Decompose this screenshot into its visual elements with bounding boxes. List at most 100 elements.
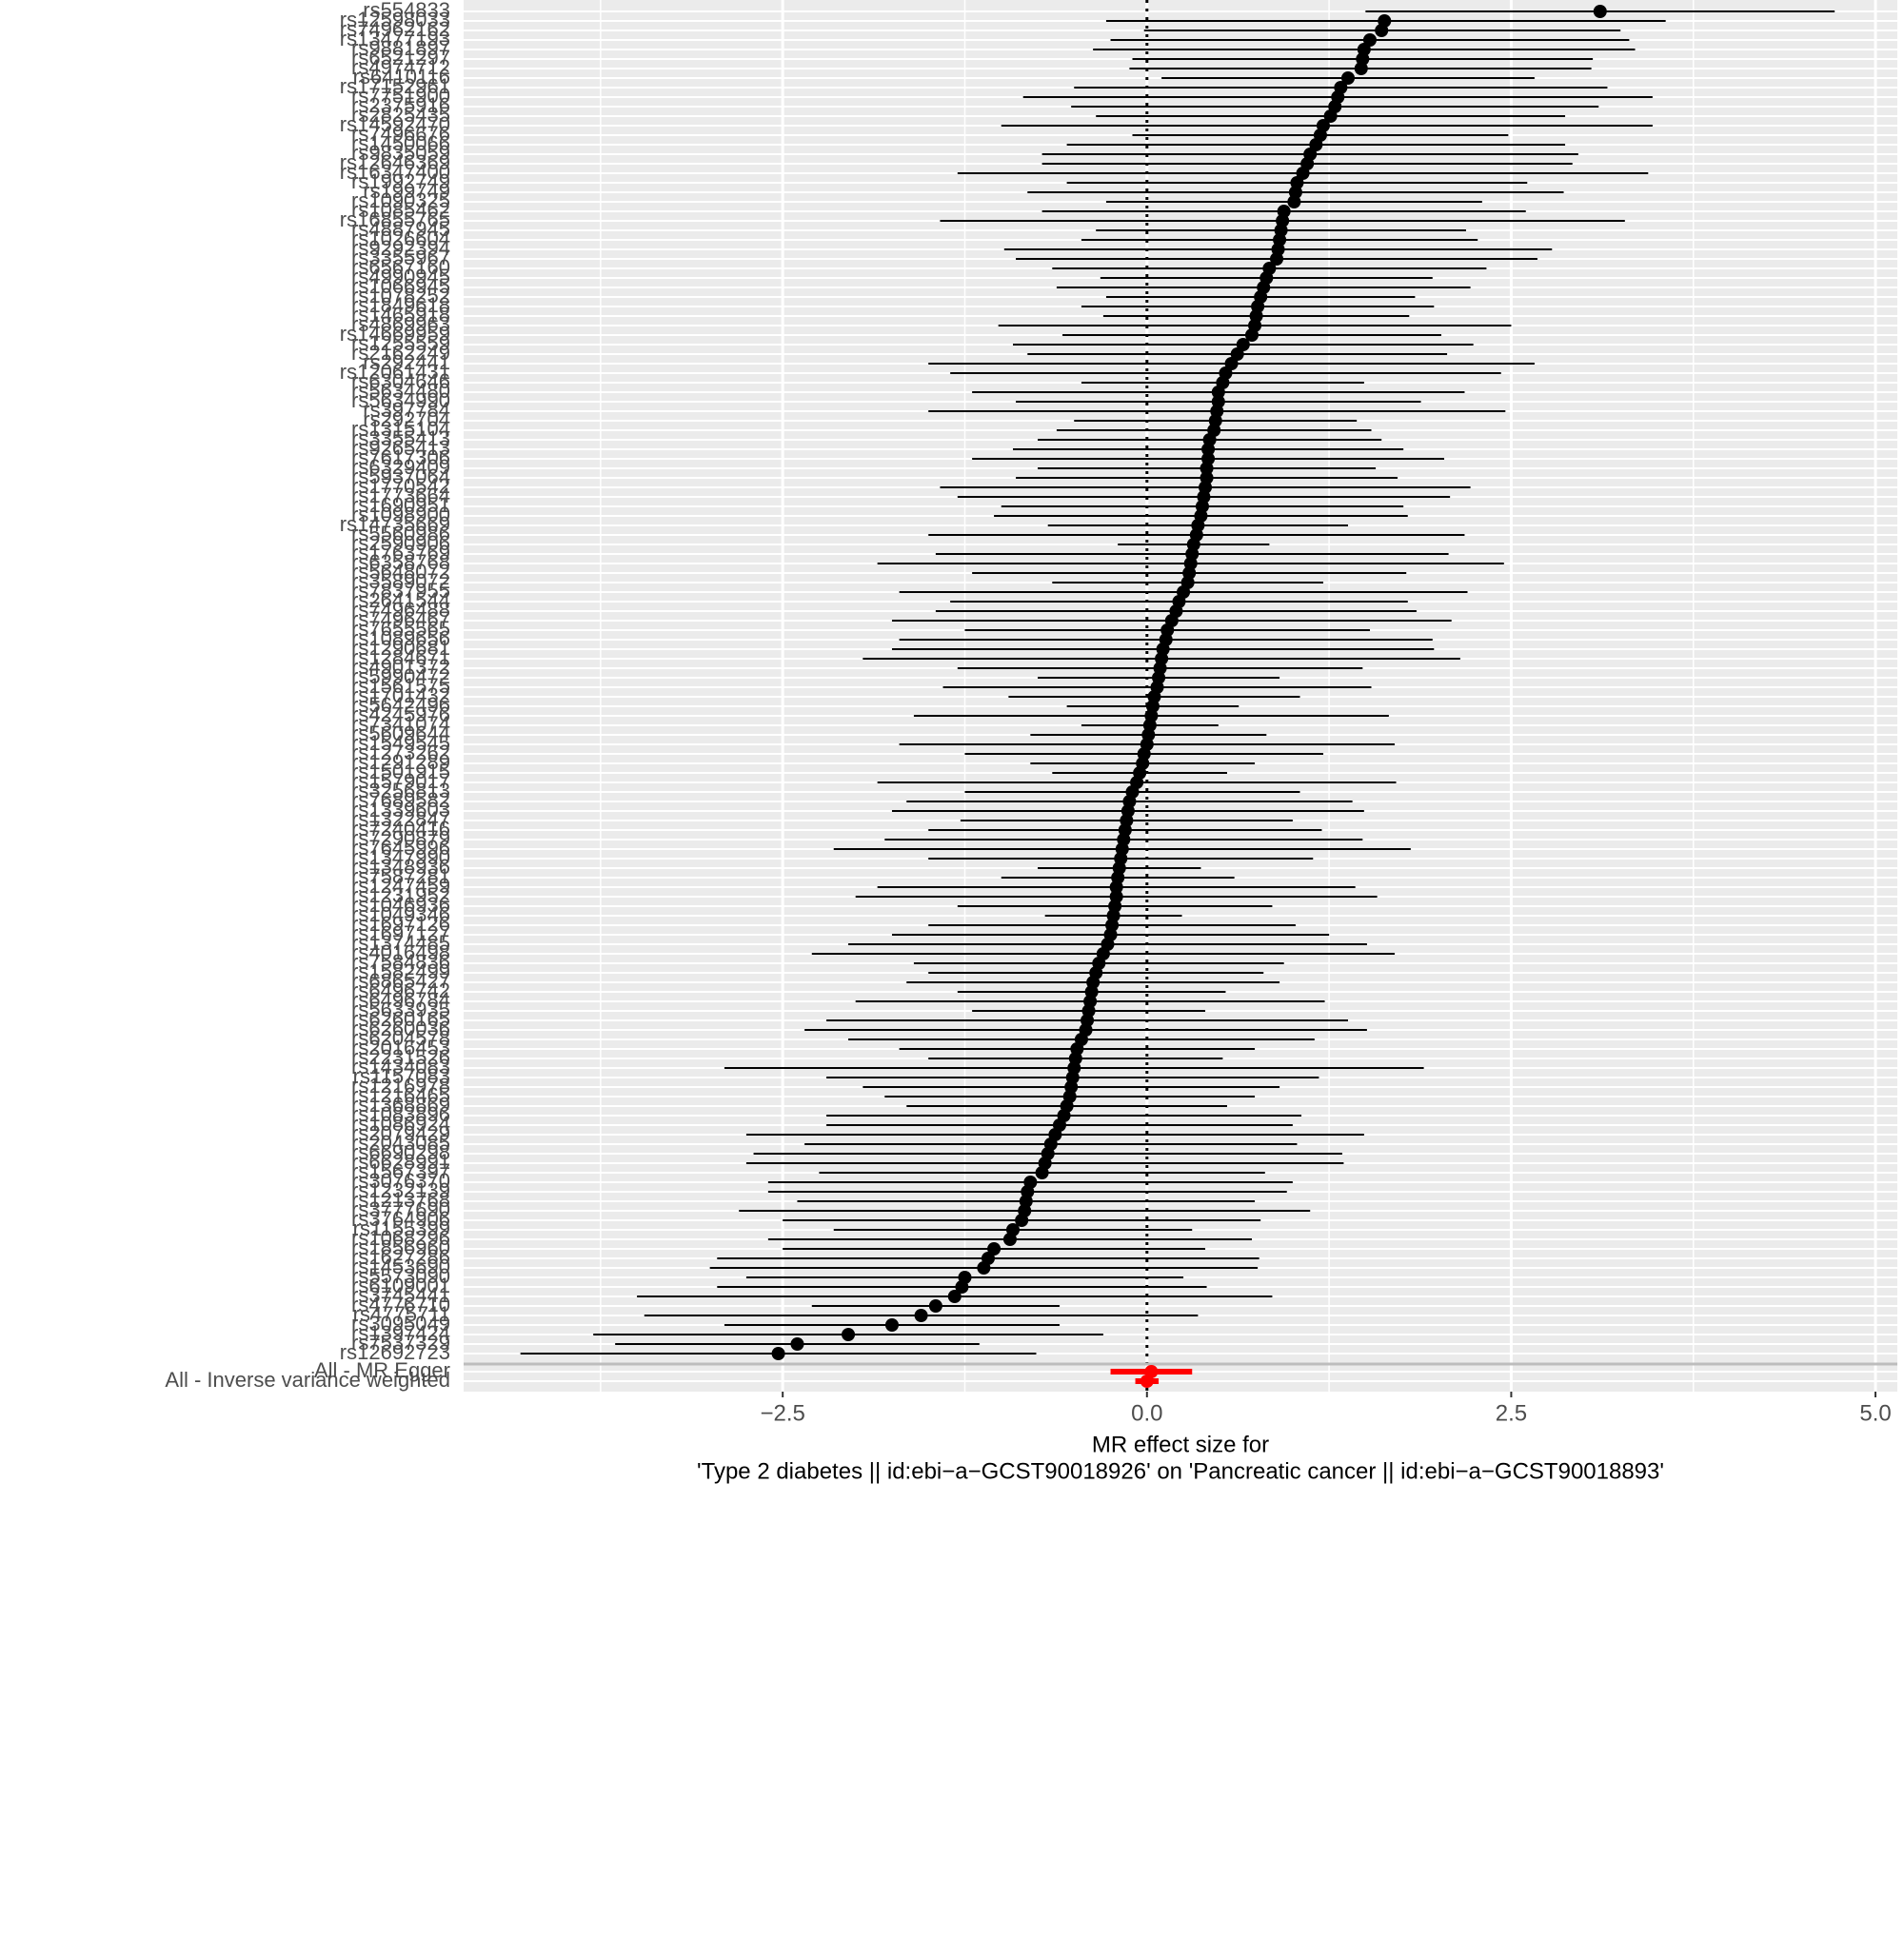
y-tick-label: rs2231526 (351, 1045, 450, 1069)
y-tick-label: rs9835059 (351, 141, 450, 165)
x-axis-label: MR effect size for (1092, 1432, 1269, 1457)
y-tick-label: rs2079429 (351, 1121, 450, 1145)
point (790, 1337, 804, 1351)
y-tick-label: rs6628991 (351, 1150, 450, 1174)
y-tick-label: rs1213768 (351, 1188, 450, 1212)
y-tick-label: rs5648072 (351, 560, 450, 583)
y-tick-label: rs5633935 (351, 998, 450, 1021)
y-tick-label: rs6329409 (351, 455, 450, 479)
y-tick-label: rs6358768 (351, 550, 450, 574)
y-tick-label: rs6109001 (351, 1274, 450, 1297)
y-tick-label: rs1567397 (351, 1159, 450, 1183)
y-tick-label: rs6865427 (351, 969, 450, 993)
y-tick-label: rs5634990 (351, 388, 450, 412)
y-tick-label: rs9265413 (351, 436, 450, 460)
point (947, 1290, 962, 1303)
x-tick-label: 5.0 (1859, 1400, 1891, 1426)
y-tick-label: rs1348936 (351, 855, 450, 879)
y-tick-label: rs5609644 (351, 722, 450, 745)
y-tick-label: rs1066945 (351, 274, 450, 298)
y-tick-label: rs6496742 (351, 979, 450, 1002)
point (1341, 71, 1356, 85)
point (1362, 33, 1377, 47)
y-tick-label: rs4775711 (353, 1302, 450, 1326)
y-tick-label: rs7240416 (351, 817, 450, 841)
y-tick-label: rs4974712 (351, 55, 450, 79)
y-tick-label: rs12061431 (340, 360, 450, 384)
y-tick-label: rs2590906 (351, 531, 450, 555)
y-tick-label: rs9292394 (351, 236, 450, 260)
y-tick-label: rs1083896 (351, 1102, 450, 1126)
y-tick-label: rs5560986 (351, 522, 450, 545)
x-tick-label: 0.0 (1131, 1400, 1162, 1426)
y-tick-label: rs6410116 (353, 65, 450, 89)
y-tick-label: rs1501915 (351, 760, 450, 783)
y-tick-label: rs1450066 (351, 131, 450, 155)
y-tick-label: rs3095049 (351, 1312, 450, 1335)
y-tick-label: rs3777690 (351, 1197, 450, 1221)
y-tick-label: rs1157083 (353, 1064, 450, 1088)
y-tick-label: rs4990945 (351, 265, 450, 288)
y-tick-label: rs3355413 (351, 426, 450, 450)
y-tick-label: rs16855765 (340, 208, 450, 231)
y-tick-label: rs1701432 (351, 683, 450, 707)
y-tick-label: rs1078252 (351, 284, 450, 307)
y-tick-label: rs1397424 (351, 1321, 450, 1345)
y-tick-label: rs1849618 (351, 293, 450, 317)
y-tick-label: rs2375916 (351, 93, 450, 117)
y-tick-label: rs4016498 (351, 940, 450, 964)
y-tick-label: rs1434083 (351, 1055, 450, 1078)
y-tick-label: rs14669959 (340, 322, 450, 346)
y-tick-label: rs1315104 (351, 417, 450, 441)
y-tick-label: rs1374485 (351, 931, 450, 955)
y-tick-label: rs16347400 (340, 160, 450, 184)
point (771, 1347, 785, 1360)
y-tick-label: rs7689582 (351, 788, 450, 812)
y-tick-label: rs1247459 (351, 874, 450, 898)
point (1035, 1166, 1049, 1179)
y-tick-label: rs4869963 (351, 312, 450, 336)
y-tick-label: rs199749 (363, 179, 450, 203)
y-tick-label: rs7341074 (351, 712, 450, 736)
y-tick-label: rs2641544 (351, 588, 450, 612)
y-tick-label: rs554833 (363, 0, 450, 22)
y-tick-label: rs2016453 (351, 1036, 450, 1059)
y-tick-label: rs3764906 (351, 1207, 450, 1231)
y-tick-label: rs1561575 (351, 674, 450, 698)
y-tick-label: rs1549545 (351, 731, 450, 755)
y-tick-label: rs1085462 (351, 198, 450, 222)
y-tick-label: rs1049346 (351, 902, 450, 926)
y-tick-label: rs1216978 (351, 1074, 450, 1098)
y-tick-label: rs6567160 (351, 255, 450, 279)
y-tick-label: rs1255559 (351, 331, 450, 355)
y-tick-label: rs292704 (363, 407, 450, 431)
point (1287, 195, 1301, 208)
y-tick-label: rs4887945 (351, 217, 450, 241)
y-tick-label: rs292441 (363, 350, 450, 374)
y-tick-label: rs1089656 (351, 626, 450, 650)
y-tick-label: rs1627286 (351, 1245, 450, 1269)
x-axis-label: 'Type 2 diabetes || id:ebi−a−GCST9001892… (697, 1458, 1664, 1484)
y-tick-label: rs13477193 (340, 27, 450, 50)
y-tick-label: rs12692723 (340, 1340, 450, 1364)
y-tick-label: rs7655565 (351, 617, 450, 641)
y-tick-label: rs7584836 (351, 950, 450, 974)
y-tick-label: rs7496676 (351, 122, 450, 146)
y-tick-label: rs1086924 (351, 1112, 450, 1136)
y-tick-label: rs5573090 (351, 1264, 450, 1288)
y-tick-label: rs1690951 (351, 493, 450, 517)
y-tick-label: rs1697126 (351, 912, 450, 936)
y-tick-label: rs5634480 (351, 379, 450, 403)
y-tick-label: rs1273262 (351, 741, 450, 764)
y-tick-label: rs3256813 (351, 779, 450, 802)
point (1593, 5, 1607, 18)
y-tick-label: rs7751900 (351, 84, 450, 108)
y-tick-label: rs7496488 (351, 598, 450, 622)
x-tick-label: −2.5 (760, 1400, 804, 1426)
point (1224, 357, 1239, 370)
y-tick-label: rs1773664 (351, 484, 450, 507)
y-tick-label: rs6496784 (351, 988, 450, 1012)
y-tick-label: rs6521297 (351, 46, 450, 69)
y-tick-label: rs7837955 (351, 579, 450, 603)
y-tick-label: rs1232139 (351, 1178, 450, 1202)
